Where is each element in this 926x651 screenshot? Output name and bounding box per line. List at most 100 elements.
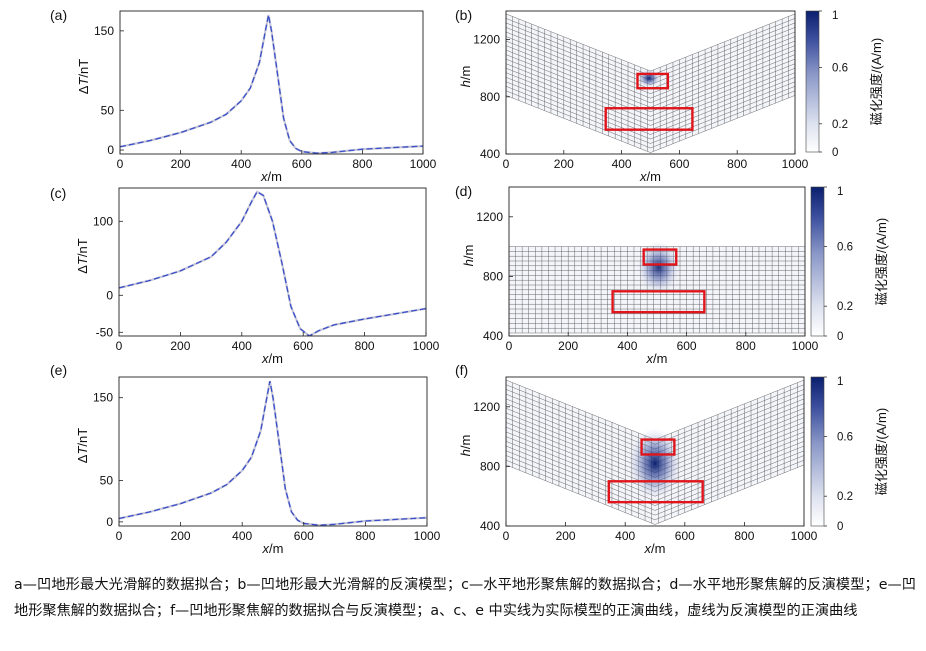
- x-tick-label: 600: [292, 157, 312, 171]
- y-axis-label-unit: /m: [458, 66, 473, 80]
- mesh-line: [506, 95, 795, 153]
- anomaly-blob: [637, 69, 661, 88]
- y-tick-label: 150: [94, 24, 114, 38]
- x-tick-label: 1000: [414, 529, 441, 543]
- x-tick-label: 800: [734, 529, 754, 543]
- x-tick-label: 800: [352, 157, 372, 171]
- true-model-box: [636, 72, 670, 90]
- panel-label: (c): [50, 185, 66, 201]
- x-tick-label: 1000: [782, 157, 809, 171]
- y-tick-label: 50: [101, 103, 115, 117]
- plot-area: [120, 14, 423, 154]
- mesh-line: [506, 67, 795, 126]
- x-tick-label: 800: [736, 339, 756, 353]
- true-model-curve: [119, 190, 426, 336]
- x-axis-label-var: x: [639, 169, 647, 184]
- mesh-line: [506, 45, 795, 104]
- x-tick-label: 0: [503, 157, 510, 171]
- x-tick-label: 600: [294, 529, 314, 543]
- x-tick-label: 400: [232, 339, 252, 353]
- true-model-box: [611, 290, 706, 314]
- panel-a: (a) 0 200 400 600 800 1000 0 50 150 x/m ΔT/nT: [50, 7, 437, 184]
- x-axis-label-unit: /m: [268, 169, 282, 184]
- y-axis-label-var: T: [76, 77, 91, 86]
- x-tick-label: 800: [355, 339, 375, 353]
- x-axis-label-unit: /m: [651, 541, 665, 556]
- y-axis-label: h/m: [458, 66, 473, 88]
- y-tick-label: 0: [106, 515, 113, 529]
- x-tick-label: 200: [170, 339, 190, 353]
- y-tick-label: 800: [480, 90, 500, 104]
- colorbar-tick-label: 0.6: [837, 242, 853, 254]
- x-axis-label-unit: /m: [269, 541, 283, 556]
- figure: (a)0 200 400 600 800 1000050150x/mΔT/nT(b)00.…: [50, 7, 889, 556]
- x-tick-label: 0: [503, 529, 510, 543]
- plot-area: [506, 379, 804, 525]
- panel-d: (d) 0 0.2 0.6 1 磁化强度/(A/m) 0 200 400 600 800 1000 40…: [455, 183, 889, 366]
- y-axis-label-unit: /m: [461, 245, 476, 259]
- inversion-curve: [119, 190, 426, 336]
- x-tick-label: 400: [231, 157, 251, 171]
- x-axis-label-var: x: [644, 541, 652, 556]
- x-tick-label: 0: [117, 157, 124, 171]
- y-tick-label: 800: [480, 459, 500, 473]
- colorbar-tick-label: 1: [837, 376, 843, 388]
- true-model-box: [640, 438, 676, 456]
- axes-frame: [508, 186, 806, 337]
- panel-f: (f) 0 0.2 0.6 1 磁化强度/(A/m) 0 200 400 600 800 1000 40…: [455, 362, 889, 556]
- x-tick-label: 600: [669, 157, 689, 171]
- y-axis-label: h/m: [461, 245, 476, 267]
- x-tick-label: 200: [171, 157, 191, 171]
- anomaly-blob: [637, 241, 680, 294]
- colorbar-tick-label: 0: [837, 331, 843, 343]
- inversion-curve: [120, 14, 423, 154]
- x-tick-label: 0: [116, 339, 123, 353]
- x-tick-label: 400: [232, 529, 252, 543]
- panel-label: (a): [50, 7, 67, 23]
- colorbar-label: 磁化强度/(A/m): [874, 218, 889, 305]
- y-axis-label-unit: /nT: [75, 428, 90, 447]
- inversion-curve: [119, 380, 427, 526]
- colorbar-tick-label: 1: [837, 186, 843, 198]
- x-tick-label: 800: [727, 157, 747, 171]
- x-tick-label: 600: [677, 339, 697, 353]
- plot-area: [506, 13, 795, 153]
- y-tick-label: 1200: [473, 400, 500, 414]
- mesh-line: [506, 450, 804, 511]
- x-tick-label: 600: [675, 529, 695, 543]
- y-tick-label: 50: [100, 473, 114, 487]
- x-axis-label-var: x: [646, 351, 654, 366]
- mesh-line: [506, 77, 795, 135]
- x-axis-label: x/m: [644, 541, 666, 556]
- panel-label: (f): [455, 362, 468, 378]
- x-tick-label: 0: [506, 339, 513, 353]
- y-tick-label: 0: [107, 143, 114, 157]
- mesh-line: [506, 40, 795, 99]
- panel-label: (d): [455, 183, 472, 199]
- model-mesh: [509, 246, 805, 334]
- colorbar-tick-label: 1: [832, 10, 838, 22]
- panel-label: (e): [50, 362, 67, 378]
- true-model-curve: [119, 380, 427, 526]
- mesh-line: [506, 464, 804, 525]
- y-axis-label: ΔT/nT: [76, 59, 91, 94]
- x-axis-label: x/m: [646, 351, 668, 366]
- mesh-line: [506, 54, 795, 113]
- y-axis-label-var: h: [458, 449, 473, 456]
- y-tick-label: 1200: [473, 33, 500, 47]
- y-axis-label-delta: Δ: [76, 85, 91, 94]
- true-model-box: [604, 107, 694, 131]
- axes-frame: [505, 10, 796, 155]
- figure-caption: a—凹地形最大光滑解的数据拟合；b—凹地形最大光滑解的反演模型；c—水平地形聚焦…: [14, 577, 916, 619]
- mesh-line: [506, 36, 795, 94]
- colorbar-tick-label: 0: [832, 147, 838, 159]
- y-tick-label: 1200: [476, 210, 503, 224]
- y-tick-label: 400: [480, 519, 500, 533]
- mesh-line: [506, 90, 795, 149]
- x-tick-label: 1000: [413, 339, 440, 353]
- mesh-line: [506, 58, 795, 117]
- colorbar: [810, 376, 825, 527]
- y-tick-label: 400: [480, 147, 500, 161]
- x-tick-label: 600: [293, 339, 313, 353]
